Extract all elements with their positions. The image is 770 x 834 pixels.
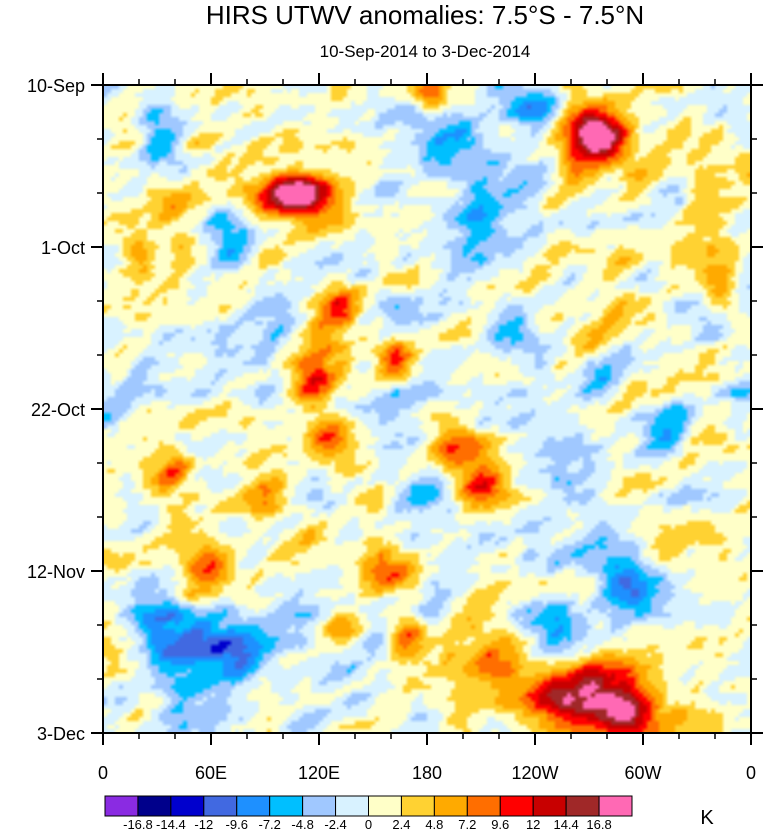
colorbar-swatch xyxy=(269,795,304,817)
colorbar-label: 0 xyxy=(365,817,372,832)
colorbar: -16.8 -14.4 -12 -9.6 -7.2 -4.8 -2.4 0 2.4 4.8 7.2 9… xyxy=(104,795,633,832)
colorbar-swatch xyxy=(433,795,468,817)
x-tick-label: 60W xyxy=(624,763,661,783)
colorbar-swatch xyxy=(400,795,435,817)
colorbar-swatch xyxy=(598,795,633,817)
colorbar-label: 14.4 xyxy=(553,817,578,832)
plot-area xyxy=(102,84,752,734)
colorbar-swatch xyxy=(104,795,139,817)
colorbar-label: 9.6 xyxy=(491,817,509,832)
x-tick-label: 180 xyxy=(412,763,442,783)
y-tick-label: 12-Nov xyxy=(27,562,85,582)
colorbar-swatch xyxy=(236,795,271,817)
colorbar-label: 4.8 xyxy=(425,817,443,832)
colorbar-label: -16.8 xyxy=(123,817,153,832)
x-tick-label: 0 xyxy=(98,763,108,783)
y-tick-label: 1-Oct xyxy=(41,238,85,258)
colorbar-label: -9.6 xyxy=(226,817,248,832)
y-tick-label: 3-Dec xyxy=(37,724,85,744)
x-tick-label: 120E xyxy=(298,763,340,783)
colorbar-swatch xyxy=(170,795,205,817)
colorbar-label: -2.4 xyxy=(324,817,346,832)
anomaly-field xyxy=(103,85,751,733)
colorbar-swatch xyxy=(137,795,172,817)
colorbar-swatch xyxy=(335,795,369,817)
chart-title: HIRS UTWV anomalies: 7.5°S - 7.5°N xyxy=(206,0,644,30)
colorbar-swatch xyxy=(203,795,238,817)
chart-subtitle: 10-Sep-2014 to 3-Dec-2014 xyxy=(320,42,531,61)
axes: 0 60E 120E 180 120W 60W 0 10-Sep 1-Oct 22-Oct 12-N… xyxy=(27,73,763,783)
colorbar-label: -7.2 xyxy=(258,817,280,832)
x-tick-label: 120W xyxy=(511,763,558,783)
colorbar-swatch xyxy=(532,795,567,817)
units-label: K xyxy=(700,807,714,829)
colorbar-swatch xyxy=(499,795,534,817)
colorbar-swatch xyxy=(565,795,600,817)
y-tick-label: 10-Sep xyxy=(27,76,85,96)
y-tick-label: 22-Oct xyxy=(31,400,85,420)
colorbar-label: 12 xyxy=(526,817,540,832)
colorbar-label: -14.4 xyxy=(156,817,186,832)
colorbar-label: -12 xyxy=(194,817,213,832)
colorbar-swatch xyxy=(466,795,501,817)
colorbar-label: -4.8 xyxy=(291,817,313,832)
colorbar-swatch xyxy=(368,795,402,817)
colorbar-swatch xyxy=(302,795,337,817)
x-tick-label: 0 xyxy=(746,763,756,783)
x-tick-label: 60E xyxy=(195,763,227,783)
colorbar-label: 16.8 xyxy=(586,817,611,832)
colorbar-label: 7.2 xyxy=(458,817,476,832)
colorbar-label: 2.4 xyxy=(392,817,410,832)
